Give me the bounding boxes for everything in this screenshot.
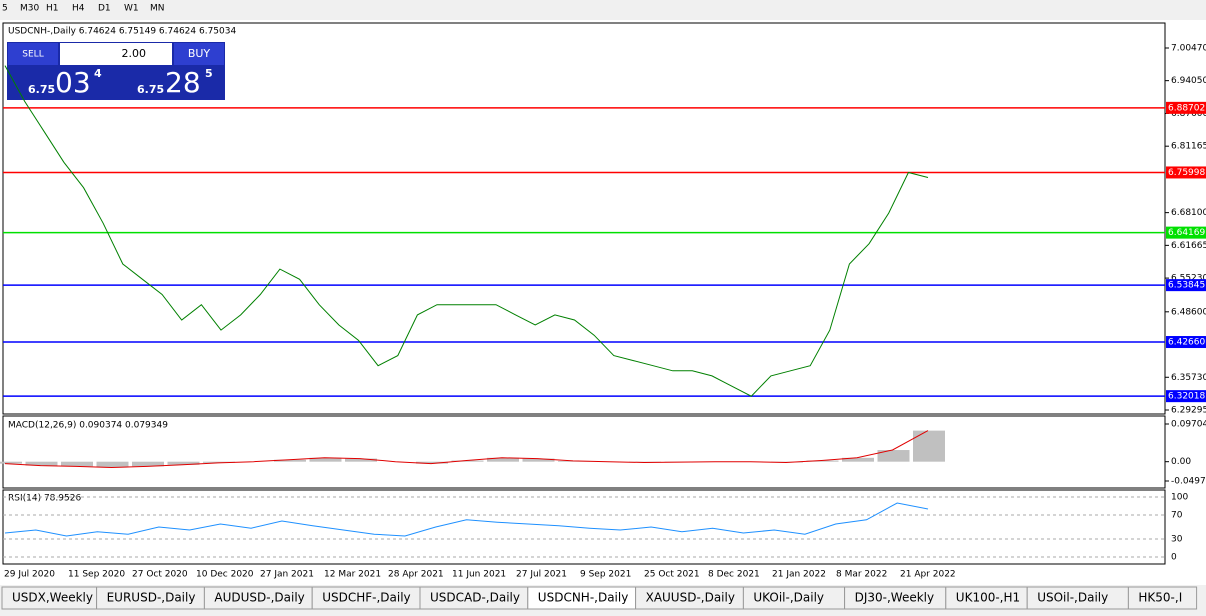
macd-header: MACD(12,26,9) 0.090374 0.079349	[8, 421, 168, 431]
bid-pips: 03	[55, 66, 91, 99]
tab-label: USDCNH-,Daily	[538, 591, 629, 605]
level-label: 6.64169	[1168, 228, 1205, 238]
timeframe-button[interactable]: H4	[72, 4, 85, 14]
lot-value: 2.00	[122, 47, 147, 60]
level-label: 6.75998	[1168, 168, 1205, 178]
macd-bar	[0, 462, 22, 464]
tab-label: USDX,Weekly	[12, 591, 93, 605]
date-label: 21 Apr 2022	[900, 570, 956, 580]
price-tick-label: 7.00470	[1171, 44, 1206, 54]
date-label: 8 Mar 2022	[836, 570, 887, 580]
date-label: 27 Jan 2021	[260, 570, 314, 580]
price-tick-label: 6.68100	[1171, 208, 1206, 218]
tab-label: UK100-,H1	[956, 591, 1020, 605]
timeframe-button[interactable]: M30	[20, 4, 39, 14]
price-tick-label: 6.29295	[1171, 406, 1206, 416]
rsi-tick-label: 30	[1171, 535, 1183, 545]
macd-tick-label: -0.04972	[1171, 477, 1206, 487]
date-label: 11 Sep 2020	[68, 570, 125, 580]
ask-frac: 5	[205, 67, 213, 80]
chart-header: USDCNH-,Daily 6.74624 6.75149 6.74624 6.…	[8, 27, 236, 37]
tab-label: AUDUSD-,Daily	[214, 591, 304, 605]
bid-big: 6.75	[28, 83, 55, 96]
timeframe-button[interactable]: MN	[150, 4, 165, 14]
price-tick-label: 6.94050	[1171, 76, 1206, 86]
date-label: 27 Jul 2021	[516, 570, 567, 580]
tab-label: XAUUSD-,Daily	[646, 591, 735, 605]
buy-label: BUY	[188, 47, 211, 60]
timeframe-button[interactable]: D1	[98, 4, 111, 14]
lot-input[interactable]	[60, 43, 172, 65]
tab-label: DJ30-,Weekly	[855, 591, 935, 605]
tab-label: HK50-,I	[1138, 591, 1182, 605]
date-label: 12 Mar 2021	[324, 570, 381, 580]
chart-window	[0, 20, 1206, 585]
bid-frac: 4	[94, 67, 102, 80]
rsi-header: RSI(14) 78.9526	[8, 494, 81, 504]
tab-label: USOil-,Daily	[1037, 591, 1108, 605]
macd-bar	[61, 462, 93, 467]
macd-tick-label: 0.00	[1171, 457, 1191, 467]
level-label: 6.32018	[1168, 392, 1205, 402]
level-label: 6.88702	[1168, 103, 1205, 113]
macd-tick-label: 0.097045	[1171, 420, 1206, 430]
price-tick-label: 6.48600	[1171, 307, 1206, 317]
date-label: 28 Apr 2021	[388, 570, 444, 580]
date-label: 25 Oct 2021	[644, 570, 700, 580]
tab-label: USDCHF-,Daily	[322, 591, 410, 605]
timeframe-button[interactable]: W1	[124, 4, 139, 14]
rsi-tick-label: 100	[1171, 493, 1188, 503]
date-label: 10 Dec 2020	[196, 570, 254, 580]
sell-label: SELL	[22, 50, 43, 60]
rsi-tick-label: 70	[1171, 511, 1183, 521]
tab-label: UKOil-,Daily	[753, 591, 824, 605]
date-label: 8 Dec 2021	[708, 570, 760, 580]
tab-label: EURUSD-,Daily	[107, 591, 196, 605]
date-label: 29 Jul 2020	[4, 570, 55, 580]
price-tick-label: 6.81165	[1171, 142, 1206, 152]
date-label: 9 Sep 2021	[580, 570, 631, 580]
ask-pips: 28	[165, 66, 201, 99]
rsi-tick-label: 0	[1171, 553, 1177, 563]
date-label: 21 Jan 2022	[772, 570, 826, 580]
date-label: 27 Oct 2020	[132, 570, 188, 580]
level-label: 6.53845	[1168, 281, 1205, 291]
timeframe-button[interactable]: 5	[2, 4, 8, 14]
timeframe-button[interactable]: H1	[46, 4, 59, 14]
price-tick-label: 6.35730	[1171, 373, 1206, 383]
ask-big: 6.75	[137, 83, 164, 96]
macd-bar	[913, 431, 945, 462]
level-label: 6.42660	[1168, 338, 1205, 348]
date-label: 11 Jun 2021	[452, 570, 506, 580]
price-tick-label: 6.61665	[1171, 241, 1206, 251]
tab-label: USDCAD-,Daily	[430, 591, 520, 605]
